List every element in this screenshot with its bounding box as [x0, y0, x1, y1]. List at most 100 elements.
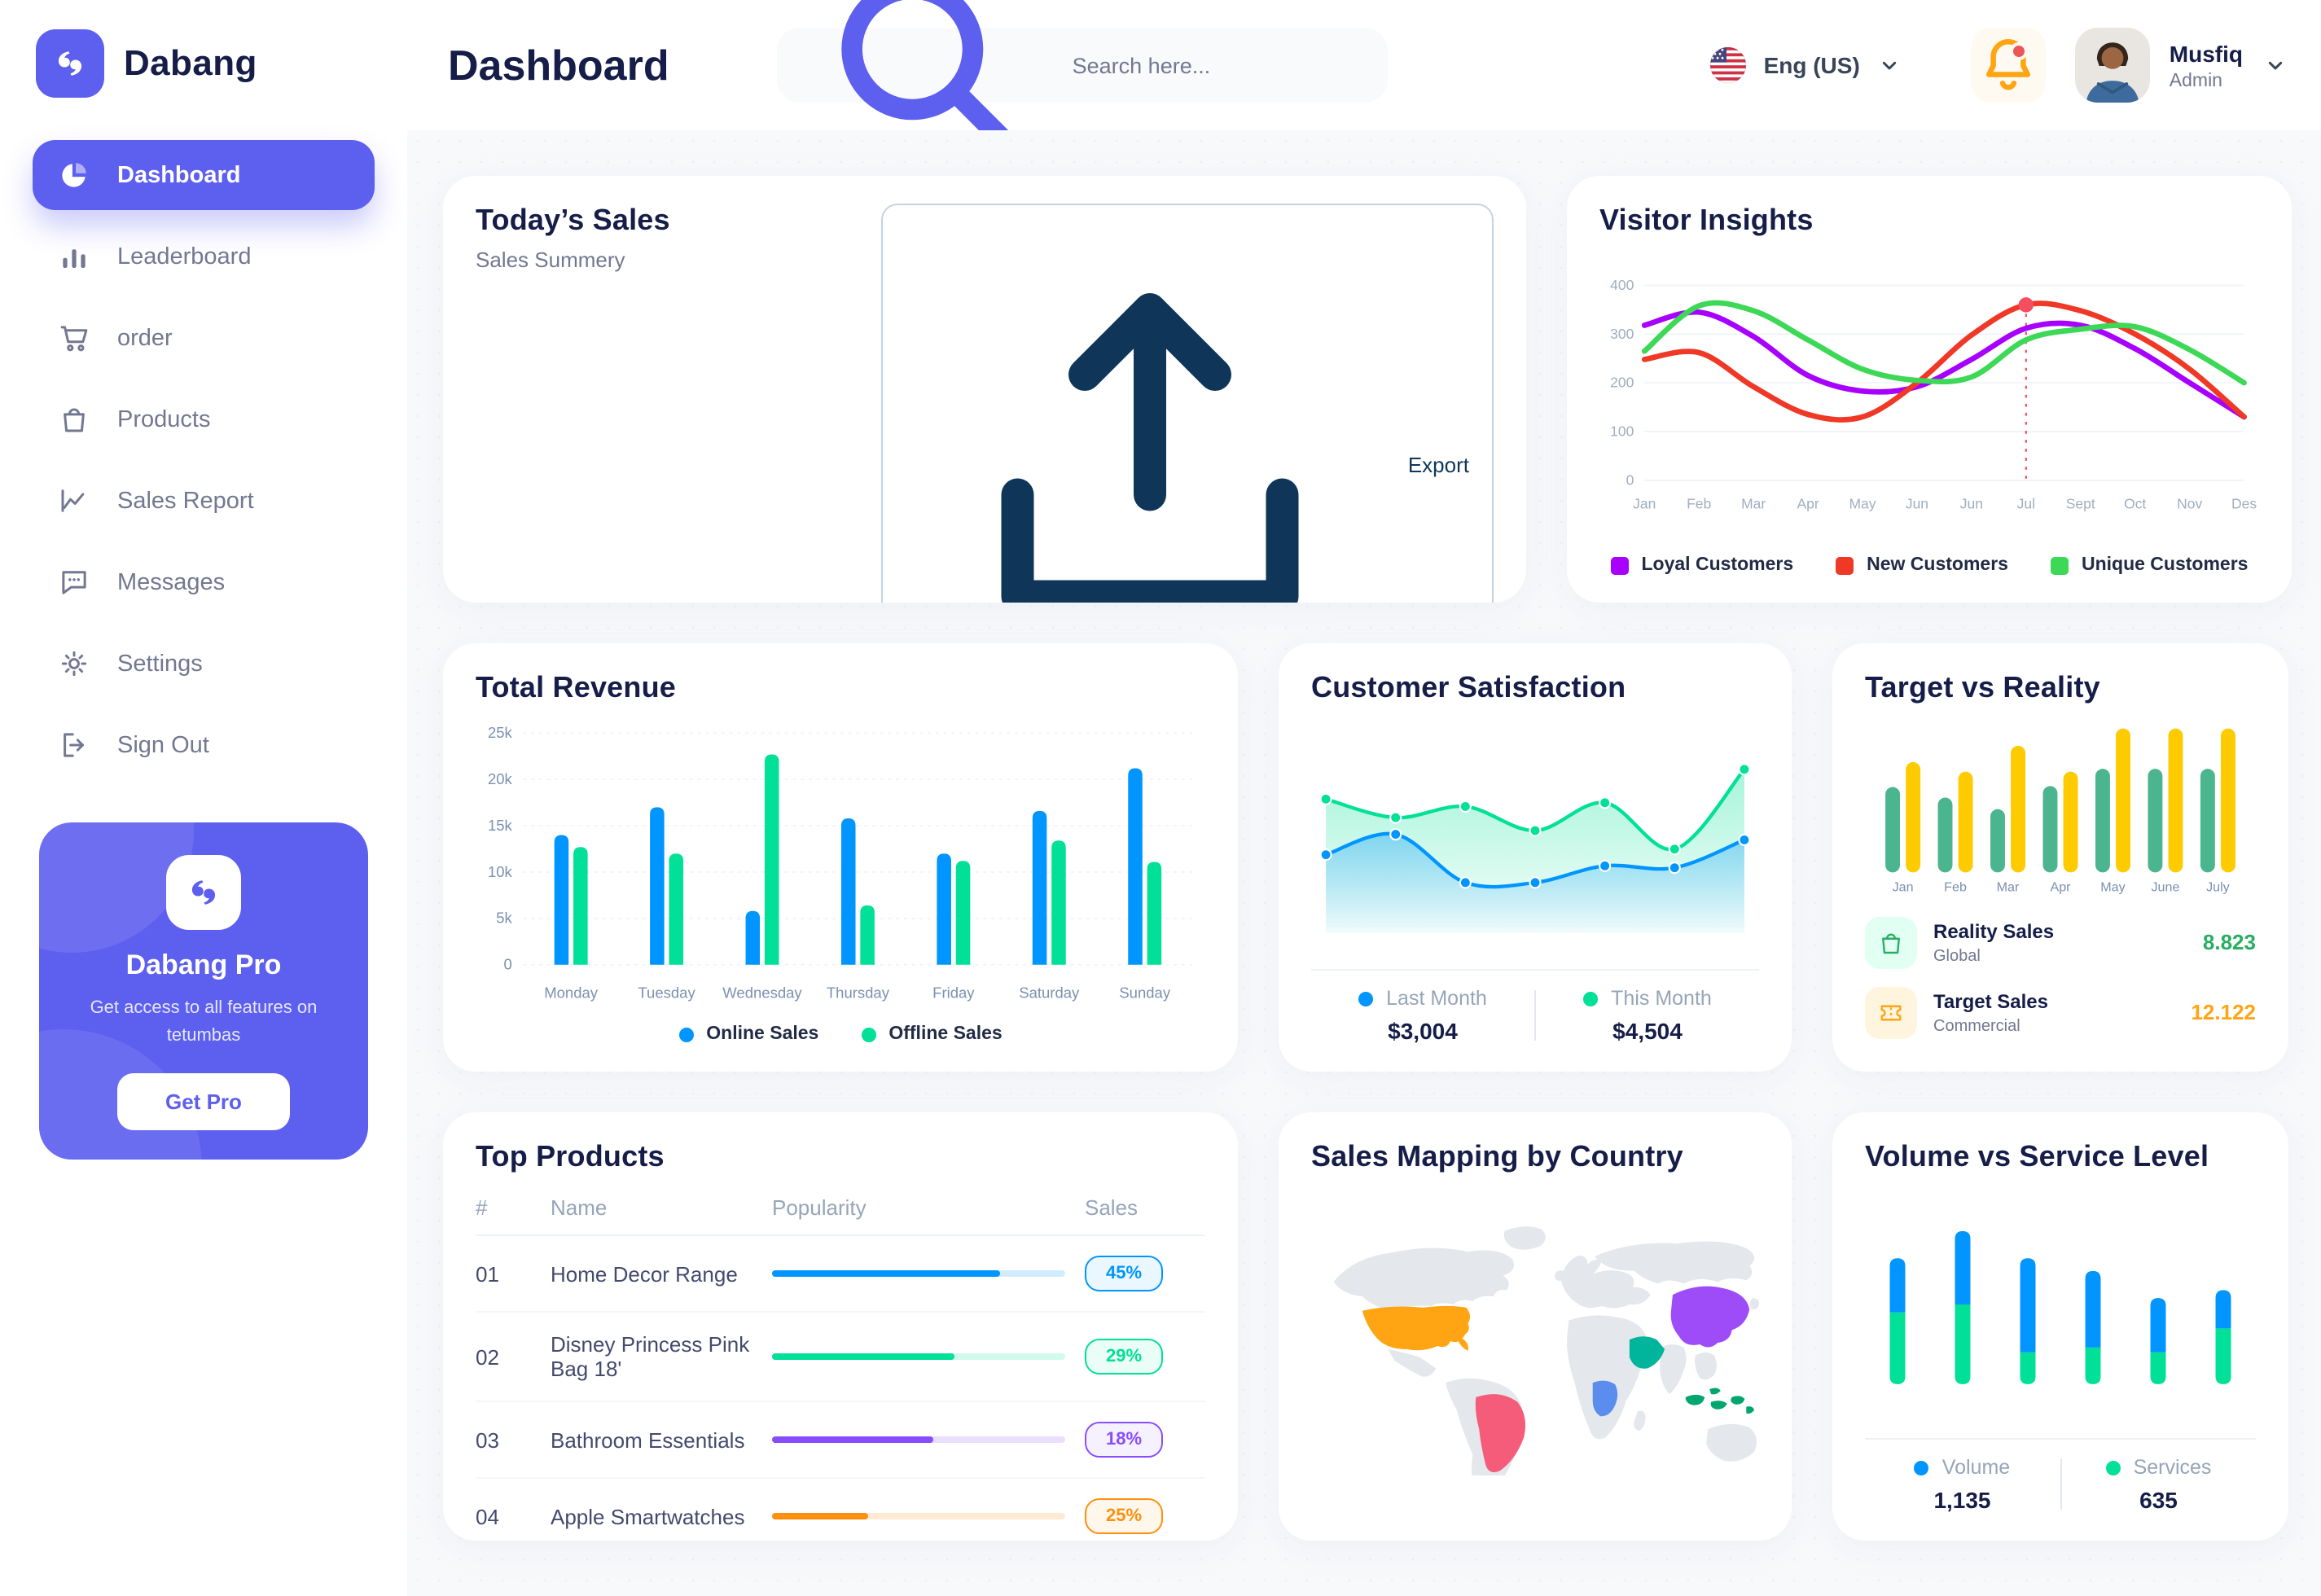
legend-item: Target Sales Commercial 12.122 [1865, 986, 2256, 1039]
sidebar-item-messages[interactable]: Messages [33, 547, 375, 617]
svg-text:May: May [1849, 496, 1876, 512]
sidebar-item-leaderboard[interactable]: Leaderboard [33, 221, 375, 292]
visitor-insights-chart: 0 100 200 300 400 Jan Feb Mar Apr May Jun Jun Jul Sep… [1610, 277, 2257, 512]
svg-text:Wednesday: Wednesday [722, 984, 802, 1002]
customer-satisfaction-title: Customer Satisfaction [1311, 671, 1626, 704]
sidebar-item-settings[interactable]: Settings [33, 629, 375, 699]
table-row: 02 Disney Princess Pink Bag 18' 29% [476, 1313, 1205, 1402]
svg-text:400: 400 [1610, 277, 1634, 293]
legend-item: Offline Sales [861, 1024, 1003, 1044]
svg-text:Mar: Mar [1997, 880, 2020, 895]
svg-text:200: 200 [1610, 375, 1634, 391]
bell-icon [1971, 28, 2046, 103]
total-revenue-card: Total Revenue 0 5k 10k 15k 20k 25k Monday Tuesd… [443, 643, 1238, 1072]
product-rank: 04 [476, 1504, 499, 1528]
language-label: Eng (US) [1763, 52, 1860, 78]
sidebar-item-order[interactable]: order [33, 303, 375, 373]
chat-icon [57, 565, 91, 599]
total-revenue-title: Total Revenue [476, 671, 676, 704]
popularity-bar [772, 1436, 1065, 1443]
visitor-insights-title: Visitor Insights [1599, 204, 1814, 236]
search-input[interactable] [1068, 51, 1362, 79]
language-selector[interactable]: Eng (US) [1709, 46, 1902, 85]
total-revenue-legend: Online Sales Offline Sales [476, 1024, 1205, 1044]
country-congo[interactable] [1592, 1380, 1618, 1417]
svg-text:5k: 5k [496, 910, 512, 927]
sales-badge: 25% [1085, 1498, 1163, 1534]
sidebar-item-label: Sign Out [117, 732, 209, 758]
target-vs-reality-chart: Jan Feb Mar Apr May June July [1885, 728, 2235, 895]
legend-item: Unique Customers [2050, 555, 2248, 575]
legend-item: Loyal Customers [1610, 555, 1793, 575]
svg-text:Jun: Jun [1960, 496, 1983, 512]
sidebar-item-label: Products [117, 406, 211, 432]
target-vs-reality-card: Target vs Reality Jan Feb Mar Apr May June Jul… [1832, 643, 2288, 1072]
sidebar-item-sales-report[interactable]: Sales Report [33, 466, 375, 536]
volume-vs-service-card: Volume vs Service Level Volume 1,135 Servi… [1832, 1112, 2288, 1541]
search-box[interactable] [776, 0, 1388, 153]
svg-text:Feb: Feb [1944, 880, 1967, 895]
user-role: Admin [2169, 71, 2222, 90]
product-rank: 02 [476, 1344, 499, 1369]
export-icon [906, 220, 1395, 603]
export-button[interactable]: Export [881, 204, 1494, 603]
svg-text:Feb: Feb [1687, 496, 1711, 512]
country-brazil[interactable] [1475, 1394, 1526, 1472]
svg-text:Jan: Jan [1893, 880, 1914, 895]
visitor-insights-card: Visitor Insights 0 100 200 300 400 Jan Feb Mar A… [1567, 176, 2292, 603]
sidebar-item-dashboard[interactable]: Dashboard [33, 140, 375, 210]
notification-badge [2009, 42, 2028, 60]
svg-text:20k: 20k [488, 770, 513, 787]
svg-text:15k: 15k [488, 817, 513, 834]
profile-menu[interactable]: Musfiq Admin [2074, 28, 2288, 103]
table-row: 03 Bathroom Essentials 18% [476, 1402, 1205, 1479]
svg-text:300: 300 [1610, 326, 1634, 342]
get-pro-button[interactable]: Get Pro [117, 1073, 290, 1131]
country-china[interactable] [1670, 1286, 1750, 1348]
sales-badge: 45% [1085, 1256, 1163, 1291]
avatar [2074, 28, 2150, 103]
country-indonesia[interactable] [1685, 1388, 1755, 1414]
svg-text:0: 0 [1626, 471, 1634, 488]
svg-text:July: July [2206, 880, 2231, 895]
world-landmass [1333, 1226, 1759, 1476]
popularity-bar [772, 1270, 1065, 1277]
sidebar-item-label: Dashboard [117, 162, 241, 188]
header: Dashboard Eng (US) Musfiq Admin [407, 0, 2321, 153]
svg-text:May: May [2100, 880, 2126, 895]
volume-vs-service-legend: Volume 1,135 Services 635 [1865, 1456, 2256, 1513]
sidebar-item-sign-out[interactable]: Sign Out [33, 710, 375, 780]
product-name: Apple Smartwatches [551, 1504, 745, 1528]
sidebar-item-products[interactable]: Products [33, 384, 375, 454]
popularity-bar [772, 1513, 1065, 1519]
notification-button[interactable] [1970, 28, 2046, 103]
sidebar-item-label: Sales Report [117, 488, 254, 514]
gear-icon [57, 647, 91, 681]
top-products-title: Top Products [476, 1140, 665, 1173]
product-rank: 01 [476, 1261, 499, 1286]
trend-icon [57, 484, 91, 518]
svg-text:Mar: Mar [1741, 496, 1766, 512]
country-saudi-arabia[interactable] [1629, 1336, 1665, 1369]
today-sales-title: Today’s Sales [476, 204, 670, 236]
top-products-header: # Name Popularity Sales [476, 1174, 1205, 1236]
svg-text:June: June [2151, 880, 2179, 895]
pie-chart-icon [57, 158, 91, 192]
chevron-down-icon [2262, 52, 2288, 78]
svg-text:Apr: Apr [2050, 880, 2071, 895]
logo: Dabang [36, 29, 375, 98]
chevron-down-icon [1876, 52, 1902, 78]
pro-card: Dabang Pro Get access to all features on… [39, 822, 368, 1160]
sidebar-item-label: Messages [117, 569, 226, 595]
country-usa[interactable] [1362, 1305, 1471, 1351]
svg-text:0: 0 [504, 956, 512, 973]
popularity-bar [772, 1353, 1065, 1360]
legend-item: Reality Sales Global 8.823 [1865, 916, 2256, 969]
svg-text:10k: 10k [488, 863, 513, 880]
svg-text:Sept: Sept [2066, 496, 2095, 512]
svg-text:Monday: Monday [544, 984, 599, 1002]
us-flag-icon [1709, 46, 1748, 85]
svg-text:Jul: Jul [2017, 496, 2035, 512]
volume-vs-service-title: Volume vs Service Level [1865, 1140, 2209, 1173]
